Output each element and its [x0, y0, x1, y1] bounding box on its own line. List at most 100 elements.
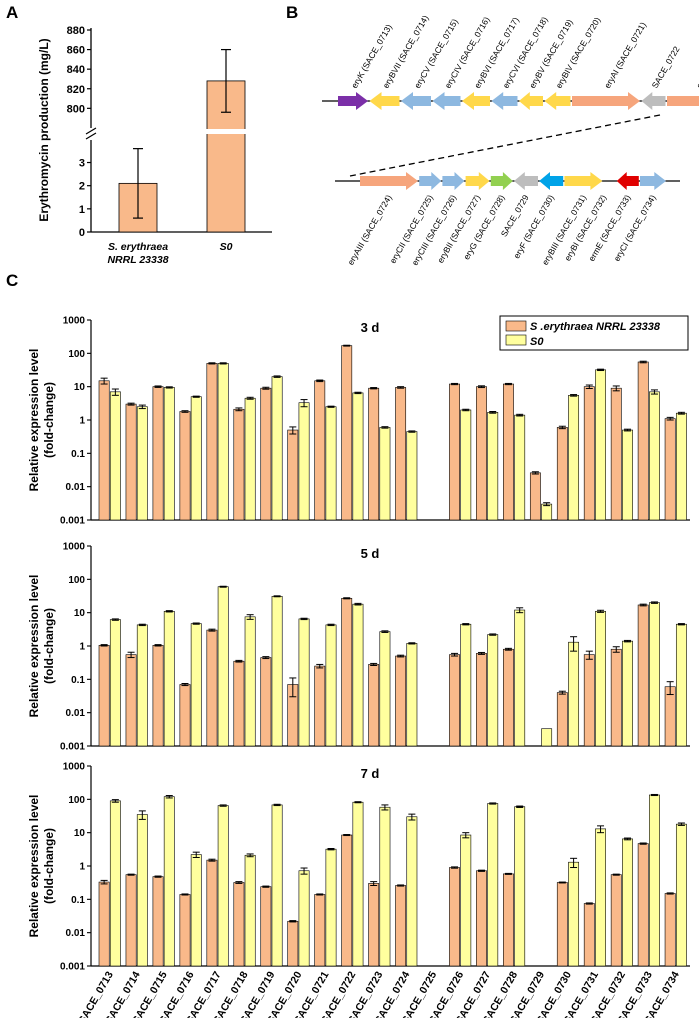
c-bar-s0	[406, 431, 418, 521]
b-gene-arrow-eryciii	[442, 172, 465, 190]
b-gene-label: eryAII (SACE_0723)	[694, 18, 699, 90]
c-tick-label: 0.001	[60, 962, 85, 973]
c-tick-label: 1000	[63, 762, 86, 773]
c-subplot-title: 3 d	[361, 320, 380, 335]
c-tick-label: 1000	[63, 316, 86, 327]
c-bar-s0	[217, 805, 229, 967]
c-bar-s0	[163, 796, 175, 967]
panel-c-chart: 0.001 0.01 0.1 1 10 100 1000 Relative expressio…	[27, 315, 690, 1018]
c-bar-s0	[298, 618, 310, 747]
c-bar-s0	[298, 870, 310, 967]
c-bar-s0	[325, 848, 337, 967]
c-bar-wild-type	[152, 386, 164, 521]
c-bar-s0	[244, 616, 256, 747]
c-bar-s0	[406, 643, 418, 747]
c-bar-s0	[595, 369, 606, 521]
c-tick-label: 100	[68, 575, 85, 586]
c-bar-s0	[649, 391, 660, 521]
c-bar-wild-type	[98, 881, 110, 967]
b-gene-arrow-eryai	[572, 92, 640, 110]
b-gene-arrow-erybvii	[369, 92, 400, 110]
a-tick-label: 880	[67, 25, 85, 37]
c-bar-wild-type	[583, 386, 595, 521]
c-bar-s0	[541, 728, 553, 747]
b-gene-arrow-eryaii	[667, 96, 699, 106]
a-tick-label: 0	[79, 227, 85, 239]
c-bar-s0	[352, 392, 364, 521]
c-tick-label: 0.01	[66, 928, 86, 939]
c-bar-s0	[649, 794, 660, 967]
b-gene-label: eryCIII (SACE_0726)	[410, 193, 459, 267]
c-bar-s0	[487, 803, 499, 967]
a-tick-label: 3	[79, 158, 85, 170]
a-tick-label: 1	[79, 204, 85, 216]
c-bar-s0	[325, 624, 337, 747]
c-bar-wild-type	[503, 873, 514, 967]
c-bar-wild-type	[664, 893, 676, 967]
c-tick-label: 0.01	[66, 482, 86, 493]
b-gene-arrow-eryciv	[432, 92, 461, 110]
c-legend-swatch-s0	[505, 334, 527, 346]
c-bar-wild-type	[314, 380, 326, 521]
c-subplot-7d: 0.001 0.01 0.1 1 10 100 1000 Relative expressio…	[27, 762, 690, 973]
c-y-axis-title: (fold-change)	[42, 828, 56, 904]
c-bar-wild-type	[610, 387, 622, 521]
a-axis-break-mark	[85, 127, 97, 140]
c-bar-s0	[217, 586, 229, 747]
c-bar-s0	[217, 363, 229, 521]
c-bar-wild-type	[583, 903, 595, 967]
c-bar-s0	[109, 800, 121, 967]
c-bar-wild-type	[233, 882, 245, 967]
c-bar-wild-type	[637, 361, 649, 521]
c-bar-wild-type	[206, 859, 218, 967]
c-bar-s0	[109, 619, 121, 747]
c-bar-s0	[675, 412, 687, 521]
c-bar-wild-type	[368, 664, 380, 747]
c-bar-wild-type	[449, 383, 460, 521]
c-legend-label: S0	[530, 336, 544, 348]
c-bar-wild-type	[395, 387, 407, 521]
c-bar-s0	[244, 854, 256, 967]
c-bar-wild-type	[179, 684, 191, 747]
c-subplot-3d: 0.001 0.01 0.1 1 10 100 1000 Relative expressio…	[27, 315, 690, 527]
c-bar-wild-type	[206, 629, 218, 747]
c-bar-wild-type	[287, 429, 299, 521]
b-gene-arrow-eryk	[338, 92, 368, 110]
c-bar-wild-type	[368, 883, 380, 967]
b-gene-arrow-erybiv	[544, 92, 571, 110]
c-tick-label: 1000	[63, 542, 86, 553]
c-bar-s0	[595, 828, 606, 967]
c-bar-s0	[379, 806, 391, 967]
c-bar-wild-type	[395, 655, 407, 747]
c-y-axis-title: Relative expression level	[27, 575, 41, 718]
c-bar-wild-type	[260, 886, 272, 967]
c-legend-label: S .erythraea NRRL 23338	[530, 321, 661, 333]
c-bar-wild-type	[179, 411, 191, 521]
c-y-axis-title: (fold-change)	[42, 608, 56, 684]
c-bar-wild-type	[368, 387, 380, 521]
c-bar-wild-type	[98, 380, 110, 521]
c-bar-wild-type	[556, 427, 568, 521]
c-tick-label: 1	[79, 642, 85, 653]
c-bar-wild-type	[637, 604, 649, 747]
b-gene-label: eryAIII (SACE_0724)	[345, 193, 393, 267]
a-category-label: S. erythraea	[108, 241, 168, 253]
c-bar-s0	[163, 610, 175, 747]
panel-label-b: B	[286, 3, 298, 22]
panel-label-a: A	[6, 3, 18, 22]
a-tick-label: 800	[67, 103, 85, 115]
c-bar-s0	[675, 823, 687, 967]
c-bar-wild-type	[125, 654, 137, 747]
c-bar-s0	[406, 816, 418, 967]
c-bar-s0	[622, 838, 633, 967]
c-bar-wild-type	[664, 418, 676, 521]
c-bar-s0	[649, 602, 660, 747]
c-tick-label: 0.1	[71, 449, 85, 460]
c-bar-wild-type	[664, 686, 676, 747]
b-gene-arrow-eryf	[539, 172, 564, 190]
b-gene-arrow-sace_0729	[514, 172, 538, 190]
c-bar-s0	[460, 623, 472, 747]
a-y-axis-title: Erythromycin production (mg/L)	[37, 38, 51, 221]
c-bar-wild-type	[260, 387, 272, 521]
c-bar-wild-type	[476, 386, 487, 521]
